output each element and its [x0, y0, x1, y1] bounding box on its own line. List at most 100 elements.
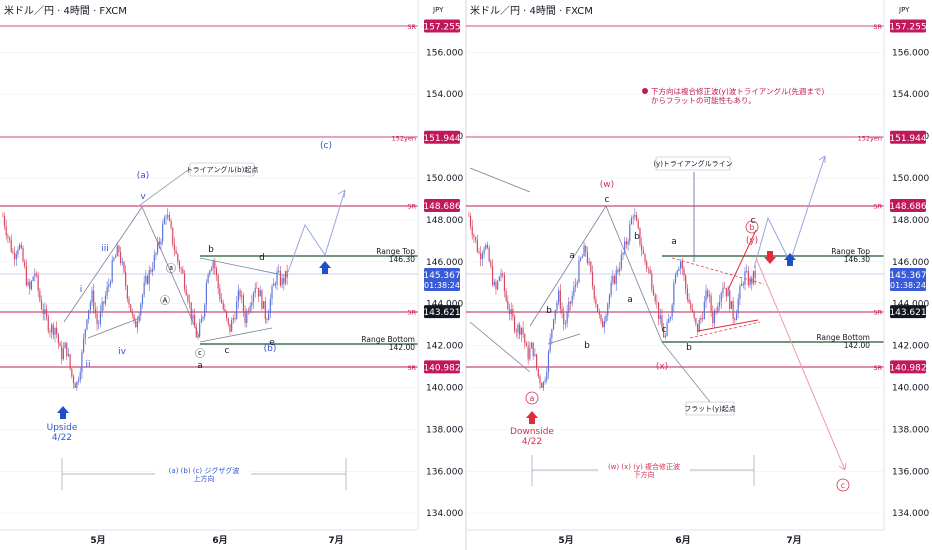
level-badge-value: 157.255: [889, 23, 926, 33]
wave-label-iii: iii: [101, 244, 109, 254]
candle-body: [170, 220, 172, 228]
flat-note-box: [685, 401, 735, 416]
candle-body: [717, 306, 719, 313]
candle-body: [703, 301, 705, 320]
candle-body: [480, 253, 482, 260]
candle-body: [210, 268, 213, 271]
candle-body: [663, 327, 665, 338]
candle-body: [141, 294, 144, 304]
candle-body: [507, 300, 509, 310]
candle-body: [591, 271, 594, 286]
candle-body: [585, 245, 587, 253]
candle-body: [730, 301, 733, 309]
level-badge-value: 140.982: [889, 363, 926, 373]
flat-note-leader: [661, 341, 711, 403]
candle-body: [209, 270, 211, 275]
candle-body: [610, 282, 612, 295]
y-tick-label: 136.000: [892, 467, 929, 477]
candle-body: [680, 261, 682, 269]
candle-body: [598, 311, 600, 315]
chart-panel-right[interactable]: 米ドル／円 · 4時間 · FXCM Range Top 146.30 Rang…: [465, 0, 932, 550]
candle-body: [15, 254, 17, 260]
level-badge-value: 151.944: [423, 134, 460, 144]
level-tag: SR: [873, 23, 882, 31]
candle-body: [541, 383, 543, 388]
wave-x-line: [605, 205, 663, 343]
candle-body: [752, 270, 755, 284]
countdown-value: 01:38:24: [890, 281, 926, 290]
candle-body: [659, 315, 661, 320]
candle-body: [539, 376, 541, 384]
candle-body: [182, 269, 184, 274]
candle-body: [625, 241, 627, 245]
candle-body: [12, 251, 14, 254]
candle-body: [130, 304, 132, 312]
candle-body: [57, 333, 59, 344]
candle-body: [676, 270, 678, 275]
candle-body: [624, 241, 626, 253]
y-tick-label: 150.000: [892, 174, 929, 184]
price-badges: SR 157.255 152yen 151.944 SR 148.686 SR 143.621…: [858, 19, 927, 374]
candle-body: [276, 271, 278, 285]
candle-body: [690, 302, 692, 310]
candle-body: [727, 290, 729, 297]
candle-body: [737, 298, 739, 314]
candle-body: [581, 256, 583, 259]
candle-body: [497, 281, 499, 290]
candle-body: [123, 261, 125, 272]
candle-body: [67, 354, 70, 356]
wave-label-a: a: [197, 361, 203, 371]
candle-body: [207, 274, 209, 284]
candle-body: [259, 290, 261, 297]
candle-body: [747, 270, 749, 286]
candle-body: [588, 261, 590, 264]
projection-arrowhead-down: [838, 462, 847, 471]
candle-body: [62, 348, 64, 360]
candle-body: [554, 309, 556, 320]
triangle-upper-line: [199, 257, 289, 277]
candle-body: [688, 299, 690, 303]
candle-body: [696, 323, 699, 332]
range-top-value: 146.30: [844, 255, 870, 264]
candle-body: [622, 252, 624, 255]
level-badge: [424, 360, 460, 374]
candle-body: [146, 275, 149, 284]
candle-body: [126, 285, 128, 299]
candle-body: [524, 333, 526, 344]
candle-body: [693, 311, 695, 319]
candle-body: [629, 224, 631, 242]
candle-body: [241, 295, 243, 297]
candle-body: [249, 306, 251, 313]
level-badge: [424, 305, 460, 319]
wave-label-a3: a: [671, 237, 677, 247]
chart-panel-left[interactable]: 米ドル／円 · 4時間 · FXCM Range Top 146.30 Rang…: [0, 0, 466, 550]
candle-body: [558, 290, 560, 303]
candle-body: [17, 249, 19, 255]
wave-label-circ-c: ⓒ: [195, 348, 205, 360]
candle-body: [25, 266, 27, 286]
candle-body: [637, 220, 639, 228]
candle-body: [37, 274, 39, 292]
candle-body: [597, 304, 599, 312]
candle-body: [683, 268, 685, 276]
candle-body: [266, 319, 268, 321]
candle-body: [612, 275, 614, 283]
level-badge: [424, 130, 460, 144]
wave-circle-c: [836, 478, 850, 492]
candle-body: [673, 283, 675, 305]
candle-body: [125, 271, 127, 286]
candle-body: [185, 289, 187, 296]
signal-date: 4/22: [52, 433, 72, 443]
wave-circle-b: [745, 220, 759, 234]
candle-body: [274, 283, 276, 285]
triangle-note-leader: [139, 169, 189, 206]
candle-body: [99, 311, 102, 324]
candle-body: [29, 281, 31, 290]
candle-body: [651, 273, 653, 290]
wave-label-i: i: [80, 285, 83, 295]
wave-label-a2: a: [627, 295, 633, 305]
wave-label-x: (x): [656, 362, 668, 372]
candle-body: [649, 269, 651, 274]
wave-label-circ-A: Ⓐ: [160, 295, 170, 307]
candle-body: [219, 288, 221, 300]
